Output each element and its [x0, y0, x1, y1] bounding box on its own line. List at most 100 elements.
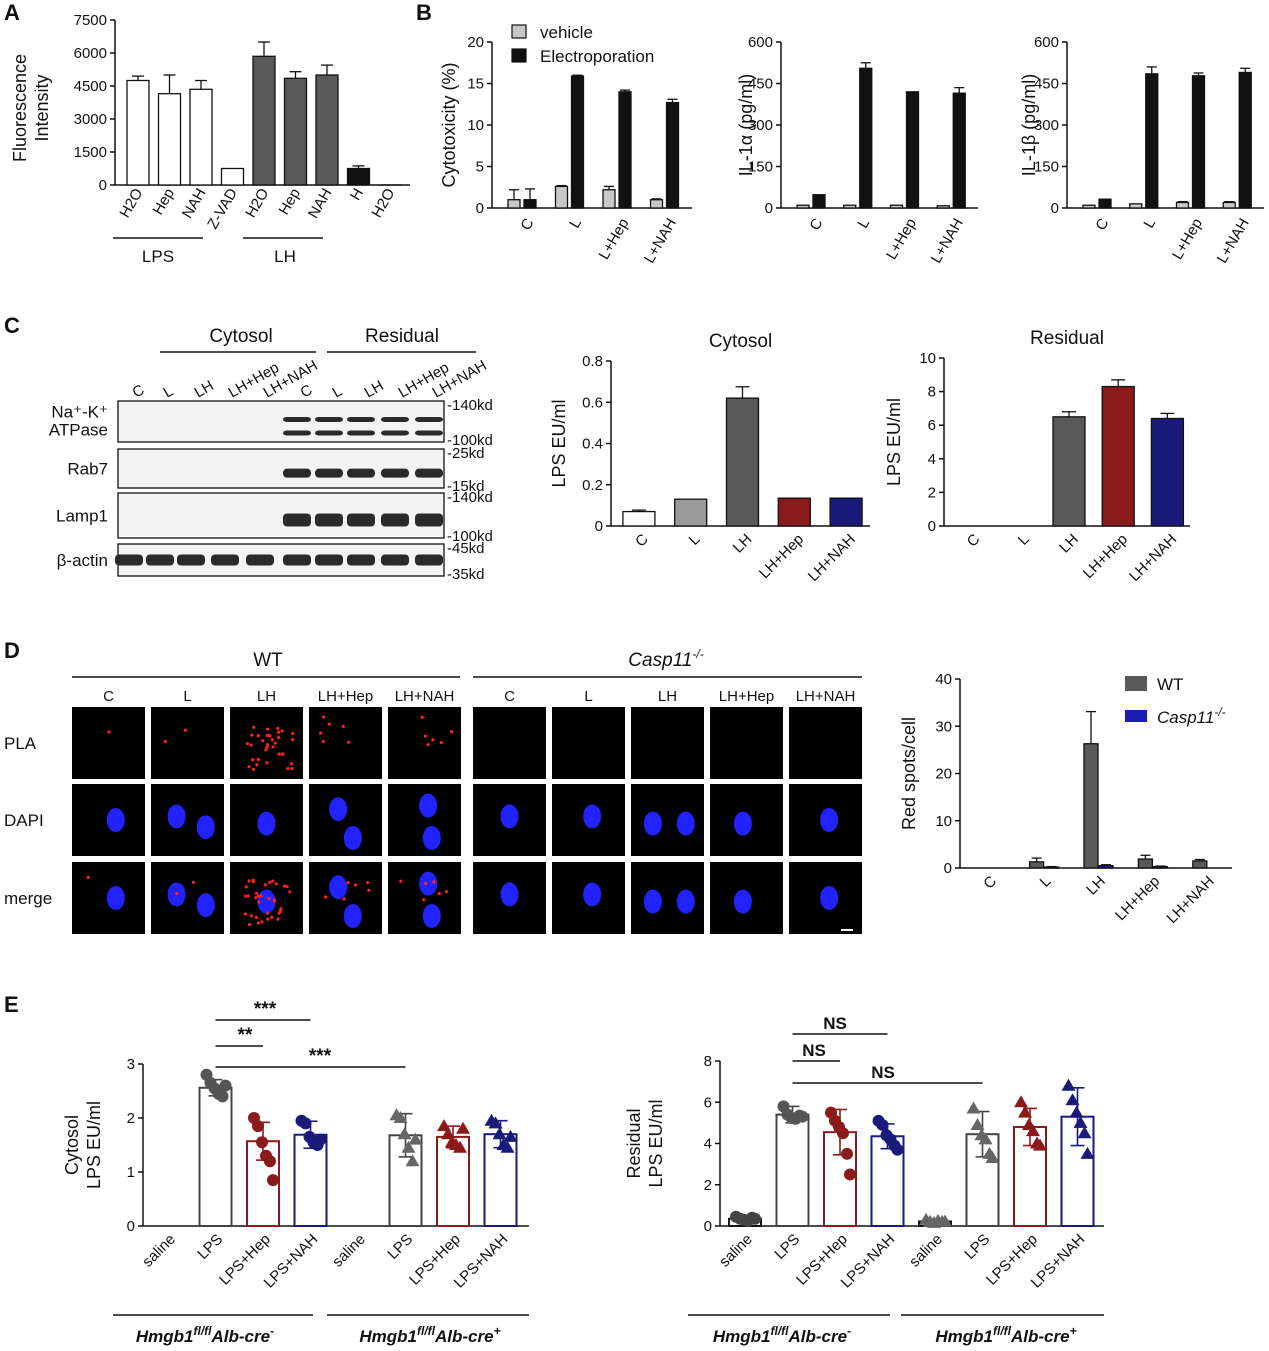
genotype-part: -	[270, 1324, 274, 1338]
chart-b1-xtick-label: L	[566, 216, 585, 232]
chart-b1-ytick-label: 15	[467, 76, 484, 93]
chart-b3-ytick-label: 450	[1034, 76, 1059, 93]
micro-pla-dot	[267, 897, 271, 901]
chart-e2-sig-label: NS	[802, 1041, 826, 1060]
group-label-lps: LPS	[142, 247, 174, 266]
chart-b-il1a: 0 150 300 450 600 IL-1α (pg/ml) C L L+Hep L+NAH	[736, 34, 978, 266]
chart-b3-bar-electroporation	[1098, 198, 1112, 209]
chart-c2-ytick-label: 8	[928, 384, 936, 401]
chart-b2-ytick-label: 300	[748, 117, 773, 134]
chart-a: Fluorescence Intensity LPS LH 0 1500 3000 4…	[10, 12, 410, 266]
micro-pla-dot	[259, 894, 263, 898]
micro-pla-dot	[260, 920, 264, 924]
chart-e1-point	[408, 1132, 423, 1145]
micro-nucleus	[419, 871, 438, 896]
micro-nucleus	[106, 808, 125, 832]
chart-b3-ytick-label: 150	[1034, 159, 1059, 176]
micro-pla-dot	[399, 879, 403, 883]
genotype-part: Alb-cre	[788, 1327, 848, 1346]
micro-col-label: LH	[257, 688, 276, 705]
micro-pla-dot	[247, 879, 251, 883]
chart-a-ylabel-line1: Fluorescence	[10, 54, 30, 162]
blot-band	[347, 430, 375, 436]
blot-band	[283, 468, 311, 478]
blot-marker: -100kd	[447, 528, 493, 545]
panel-label-d: D	[4, 638, 20, 663]
panel-label-b: B	[416, 0, 432, 25]
chart-b3-bar-electroporation	[1238, 71, 1252, 209]
blot-band	[381, 416, 409, 422]
chart-e2-point	[844, 1168, 856, 1181]
micro-pla-dot	[278, 909, 282, 913]
genotype-label: Hmgb1fl/flAlb-cre-	[136, 1324, 274, 1346]
micro-pla-dot	[163, 739, 167, 743]
micro-pla-dot	[290, 767, 294, 771]
blot-row-label: β-actin	[57, 551, 108, 570]
micro-pla-dot	[265, 745, 269, 749]
micro-image	[309, 784, 382, 856]
micro-col-label: C	[504, 688, 515, 705]
chart-c2-xtick-label: C	[964, 531, 984, 551]
blot-band	[415, 554, 443, 566]
chart-b3-ytick-label: 300	[1034, 117, 1059, 134]
chart-e1-ylabel-line2: LPS EU/ml	[84, 1101, 104, 1189]
micro-pla-dot	[265, 743, 270, 747]
chart-e2-xtick-label: LPS	[771, 1231, 803, 1263]
chart-a-xtick-label: Z-VAD	[204, 185, 241, 232]
chart-b2-bar-vehicle	[796, 204, 810, 209]
chart-b3-xtick-label: L	[1140, 216, 1159, 232]
chart-d-ytick-label: 40	[935, 671, 952, 688]
chart-e1-point	[314, 1133, 327, 1146]
micro-pla-dot	[268, 880, 272, 884]
chart-b-il1b: 0 150 300 450 600 IL-1β (pg/ml) C L L+Hep L+NAH	[1019, 34, 1264, 266]
blot-band	[415, 468, 443, 478]
micro-pla-dot	[367, 888, 371, 892]
micro-pla-dot	[280, 752, 284, 756]
chart-e2-point	[1033, 1138, 1047, 1151]
chart-a-bar	[157, 93, 182, 186]
chart-b3-bar-electroporation	[1145, 73, 1159, 209]
micro-row-label: PLA	[4, 734, 37, 753]
micro-pla-dot	[255, 763, 259, 767]
chart-c1-bar	[674, 498, 708, 527]
chart-b2-ytick-label: 450	[748, 76, 773, 93]
micro-pla-dot	[250, 733, 254, 737]
chart-b3-bar-electroporation	[1191, 75, 1206, 209]
chart-a-ytick-label: 3000	[74, 111, 107, 128]
micro-pla-dot	[263, 883, 267, 887]
chart-e1-point	[267, 1174, 279, 1187]
chart-e1-point	[393, 1111, 408, 1123]
micro-pla-dot	[266, 734, 271, 738]
chart-b2-bar-vehicle	[936, 205, 950, 209]
micro-nucleus	[329, 875, 348, 900]
micro-pla-dot	[420, 715, 424, 719]
legend-label-casp11-base: Casp11	[1157, 708, 1214, 727]
chart-c2-xtick-label: L	[1015, 531, 1033, 549]
blot-strip	[117, 448, 445, 489]
chart-a-ytick-label: 0	[99, 177, 107, 194]
chart-e1-sig-label: ***	[254, 999, 277, 1020]
blot-band	[115, 554, 143, 566]
micro-pla-dot	[291, 731, 295, 736]
chart-a-ytick-label: 6000	[74, 45, 107, 62]
chart-a-bar	[346, 167, 371, 186]
chart-e2-point	[891, 1143, 904, 1156]
blot-band	[315, 416, 343, 422]
blot-band	[146, 554, 174, 566]
chart-e1-point	[216, 1090, 229, 1103]
chart-e1-point	[405, 1154, 420, 1167]
micro-pla-dot	[256, 757, 261, 762]
micro-pla-dot	[423, 734, 427, 738]
micro-nucleus	[583, 882, 602, 907]
chart-c2-ytick-label: 2	[928, 484, 936, 501]
micro-pla-dot	[366, 880, 370, 885]
chart-b1-ytick-label: 10	[467, 117, 484, 134]
micro-pla-dot	[256, 734, 260, 738]
genotype-part: fl/fl	[993, 1324, 1012, 1338]
micro-nucleus	[583, 804, 602, 829]
chart-c2-bar	[1052, 416, 1086, 527]
blot-lane-label: C	[298, 381, 316, 401]
chart-e2-ylabel-line1: Residual	[624, 1108, 644, 1178]
micro-pla-dot	[254, 915, 259, 919]
chart-c2-bar	[1101, 385, 1135, 527]
